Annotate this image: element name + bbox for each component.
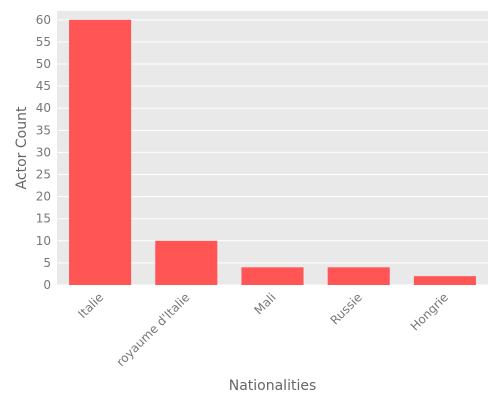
x-axis-title: Nationalities: [229, 378, 317, 394]
x-tick-label: Mali: [251, 290, 278, 317]
x-tick-label: Russie: [328, 290, 365, 327]
y-tick-label: 20: [36, 190, 51, 204]
bar-italie: [69, 19, 132, 285]
y-tick-label: 15: [36, 212, 51, 226]
y-tick-label: 10: [36, 234, 51, 248]
y-tick-label: 0: [43, 278, 51, 292]
y-tick-label: 35: [36, 123, 51, 137]
y-tick-label: 5: [43, 256, 51, 270]
bar-russie: [327, 267, 390, 285]
x-tick-label: Italie: [75, 290, 106, 321]
bar-mali: [241, 267, 304, 285]
bar-royaume-d-italie: [155, 240, 218, 285]
y-tick-label: 25: [36, 168, 51, 182]
y-tick-label: 45: [36, 79, 51, 93]
y-tick-label: 30: [36, 145, 51, 159]
y-tick-label: 55: [36, 35, 51, 49]
y-tick-label: 60: [36, 13, 51, 27]
bar-hongrie: [413, 276, 476, 285]
x-tick-label: royaume d'Italie: [114, 290, 193, 369]
y-axis-title: Actor Count: [14, 106, 30, 189]
y-tick-label: 40: [36, 101, 51, 115]
bars: [69, 19, 476, 285]
y-tick-label: 50: [36, 57, 51, 71]
x-tick-label: Hongrie: [408, 290, 451, 333]
x-tick-labels: Italie royaume d'Italie Mali Russie Hongrie: [75, 290, 451, 369]
y-tick-labels: 0 5 10 15 20 25 30 35 40 45 50 55 60: [36, 13, 51, 292]
